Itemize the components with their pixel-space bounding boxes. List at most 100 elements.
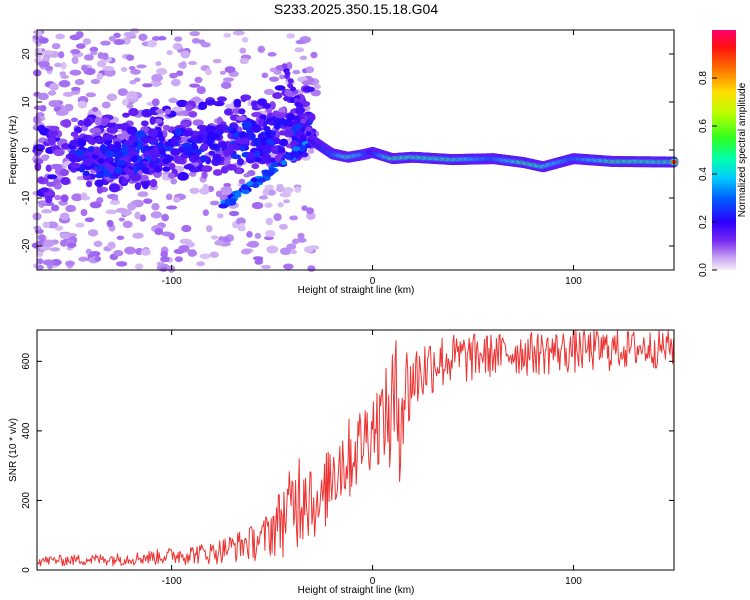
heatmap-cell xyxy=(188,171,197,177)
heatmap-cell xyxy=(120,66,128,73)
heatmap-cell xyxy=(258,118,265,126)
colorbar-gradient xyxy=(712,30,736,270)
heatmap-cell xyxy=(59,168,70,177)
heatmap-cell xyxy=(70,117,79,123)
heatmap-cell xyxy=(236,158,244,166)
heatmap-cell xyxy=(36,251,44,257)
heatmap-cell xyxy=(75,43,86,49)
heatmap-cell xyxy=(185,104,193,112)
heatmap-cell xyxy=(70,166,77,173)
heatmap-cell xyxy=(126,126,138,135)
heatmap-cell xyxy=(180,50,190,59)
heatmap-cell xyxy=(174,128,183,136)
heatmap-cell xyxy=(284,70,291,76)
heatmap-cell xyxy=(182,130,194,137)
heatmap-cell xyxy=(280,247,292,256)
heatmap-cell xyxy=(183,146,190,156)
heatmap-cell xyxy=(178,245,190,252)
heatmap-cell xyxy=(53,178,61,185)
heatmap-cell xyxy=(122,220,133,229)
heatmap-cell xyxy=(80,192,88,199)
heatmap-cell xyxy=(50,163,63,170)
heatmap-cell xyxy=(279,74,286,80)
heatmap-cell xyxy=(106,93,118,102)
heatmap-cell xyxy=(192,119,204,126)
heatmap-cell xyxy=(136,64,147,69)
heatmap-cell xyxy=(174,36,183,42)
heatmap-cell xyxy=(223,32,232,38)
heatmap-cell xyxy=(42,154,49,162)
heatmap-cell xyxy=(65,204,77,213)
heatmap-cell xyxy=(74,126,83,134)
heatmap-cell xyxy=(126,103,134,109)
heatmap-cell xyxy=(170,137,178,147)
heatmap-cell xyxy=(106,122,117,128)
heatmap-cell xyxy=(294,47,305,53)
heatmap-cell xyxy=(223,108,234,116)
heatmap-cell xyxy=(304,246,314,253)
heatmap-cell xyxy=(294,186,302,193)
heatmap-cell xyxy=(77,138,87,147)
heatmap-cell xyxy=(150,211,163,219)
heatmap-cell xyxy=(60,62,67,70)
heatmap-cell xyxy=(251,183,260,189)
heatmap-cell xyxy=(114,151,125,158)
heatmap-cell xyxy=(251,163,260,170)
heatmap-cell xyxy=(283,128,294,138)
snr-x-label: Height of straight line (km) xyxy=(298,585,415,596)
heatmap-cell xyxy=(307,265,316,272)
heatmap-cell xyxy=(282,187,294,194)
heatmap-cell xyxy=(93,240,103,247)
heatmap-cell xyxy=(131,200,140,205)
heatmap-cell xyxy=(267,189,276,196)
heatmap-cell xyxy=(160,266,168,272)
snr-y-tick-label: 0 xyxy=(21,567,32,573)
heatmap-cell xyxy=(250,100,259,108)
heatmap-cell xyxy=(192,96,201,103)
heatmap-x-tick-label: 100 xyxy=(565,276,582,287)
colorbar-tick-label: 0.0 xyxy=(698,263,709,277)
heatmap-cell xyxy=(246,231,253,238)
heatmap-cell xyxy=(83,54,94,61)
heatmap-cell xyxy=(301,112,308,118)
heatmap-cell xyxy=(239,137,250,145)
heatmap-cell xyxy=(174,256,183,263)
heatmap-cell xyxy=(60,176,71,186)
heatmap-cell xyxy=(209,251,219,258)
heatmap-cell xyxy=(157,142,164,150)
heatmap-cell xyxy=(157,36,167,41)
heatmap-cell xyxy=(130,173,142,182)
heatmap-cell xyxy=(122,112,130,118)
heatmap-cell xyxy=(97,51,105,60)
heatmap-cell xyxy=(123,31,136,37)
heatmap-cell xyxy=(290,249,298,255)
heatmap-cell xyxy=(202,209,209,217)
heatmap-cell xyxy=(264,184,275,191)
heatmap-cell xyxy=(228,210,240,217)
heatmap-cell xyxy=(261,153,272,163)
heatmap-cell xyxy=(117,88,128,96)
heatmap-cell xyxy=(220,186,233,194)
heatmap-cell xyxy=(313,84,321,90)
heatmap-cell xyxy=(240,95,247,103)
heatmap-cell xyxy=(69,69,82,76)
heatmap-cell xyxy=(78,256,88,262)
heatmap-cell xyxy=(301,205,308,211)
heatmap-cell xyxy=(194,76,203,83)
heatmap-cell xyxy=(160,255,170,263)
heatmap-cell xyxy=(196,134,204,143)
heatmap-cell xyxy=(132,232,144,239)
heatmap-cell xyxy=(274,85,286,91)
heatmap-cell xyxy=(200,142,209,152)
heatmap-cell xyxy=(298,145,307,151)
heatmap-cell xyxy=(275,112,286,120)
heatmap-cell xyxy=(141,108,153,118)
heatmap-cell xyxy=(178,62,187,69)
heatmap-cell xyxy=(262,102,271,110)
heatmap-cell xyxy=(77,100,87,109)
heatmap-cell xyxy=(123,139,133,146)
heatmap-cell xyxy=(94,172,105,179)
heatmap-cell xyxy=(190,141,197,151)
heatmap-cell xyxy=(138,33,148,41)
heatmap-cell xyxy=(33,149,42,156)
